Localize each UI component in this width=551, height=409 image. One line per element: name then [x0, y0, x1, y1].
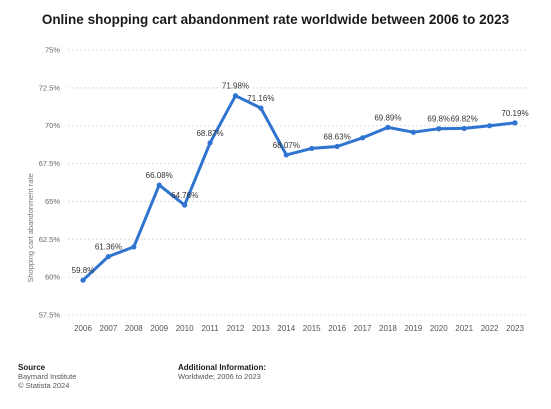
- data-point[interactable]: [436, 126, 442, 132]
- data-label: 64.76%: [171, 191, 198, 200]
- x-tick-label: 2007: [100, 324, 118, 333]
- data-labels: 59.8% 61.36% 66.08% 64.76% 68.87% 71.98% 71.16…: [72, 82, 529, 275]
- data-label: 69.82%: [451, 114, 478, 123]
- additional-info-block: Additional Information: Worldwide; 2006 …: [178, 363, 266, 381]
- y-tick-label: 67.5%: [39, 159, 61, 168]
- data-point[interactable]: [385, 124, 391, 130]
- x-tick-label: 2021: [455, 324, 473, 333]
- data-label: 59.8%: [72, 266, 95, 275]
- data-point[interactable]: [359, 135, 366, 141]
- data-point[interactable]: [309, 145, 315, 152]
- data-point[interactable]: [105, 253, 112, 260]
- x-tick-label: 2006: [74, 324, 92, 333]
- x-tick-label: 2011: [201, 324, 219, 333]
- data-label: 68.07%: [273, 141, 300, 150]
- additional-info-line-1: Worldwide; 2006 to 2023: [178, 372, 261, 381]
- y-tick-label: 62.5%: [39, 235, 61, 244]
- data-points: [80, 93, 518, 283]
- additional-info-heading: Additional Information:: [178, 363, 266, 372]
- data-point[interactable]: [410, 129, 416, 135]
- source-block: Source Baymard Institute © Statista 2024: [18, 363, 76, 390]
- data-label: 69.8%: [427, 115, 450, 124]
- data-point[interactable]: [232, 93, 239, 99]
- x-tick-label: 2023: [506, 324, 524, 333]
- y-tick-label: 70%: [45, 121, 60, 130]
- data-point[interactable]: [461, 125, 467, 132]
- data-point[interactable]: [258, 105, 264, 111]
- y-tick-label: 60%: [45, 273, 60, 282]
- data-label: 69.89%: [374, 113, 401, 122]
- data-label: 71.16%: [247, 94, 274, 103]
- x-tick-label: 2009: [150, 324, 168, 333]
- source-line-2: © Statista 2024: [18, 381, 70, 390]
- grid-lines: [68, 49, 528, 316]
- data-point[interactable]: [156, 182, 162, 188]
- series-line: [81, 94, 517, 282]
- x-axis-ticks: 2006 2007 2008 2009 2010 2011 2012 2013 2014 2015…: [74, 324, 524, 333]
- data-label: 61.36%: [95, 243, 122, 252]
- data-label: 71.98%: [222, 82, 249, 91]
- y-axis-ticks: 57.5% 60% 62.5% 65% 67.5% 70% 72.5% 75%: [39, 46, 61, 320]
- x-tick-label: 2019: [404, 324, 422, 333]
- x-tick-label: 2020: [430, 324, 448, 333]
- x-tick-label: 2016: [328, 324, 346, 333]
- source-line-1: Baymard Institute: [18, 372, 77, 381]
- source-heading: Source: [18, 363, 46, 372]
- data-point[interactable]: [486, 123, 493, 129]
- x-tick-label: 2018: [379, 324, 397, 333]
- y-tick-label: 65%: [45, 197, 60, 206]
- y-tick-label: 72.5%: [39, 83, 61, 92]
- data-point[interactable]: [182, 202, 188, 208]
- x-tick-label: 2010: [176, 324, 194, 333]
- x-tick-label: 2017: [354, 324, 372, 333]
- x-tick-label: 2013: [252, 324, 270, 333]
- x-tick-label: 2014: [277, 324, 295, 333]
- x-tick-label: 2022: [481, 324, 499, 333]
- x-tick-label: 2012: [227, 324, 245, 333]
- data-label: 68.63%: [324, 132, 351, 141]
- chart-title: Online shopping cart abandonment rate wo…: [41, 12, 510, 27]
- data-label: 68.87%: [196, 129, 223, 138]
- y-axis-label: Shopping cart abandonment rate: [26, 173, 35, 282]
- y-tick-label: 57.5%: [39, 311, 61, 320]
- data-point[interactable]: [283, 152, 289, 158]
- y-tick-label: 75%: [45, 46, 60, 55]
- data-label: 70.19%: [501, 109, 528, 118]
- data-label: 66.08%: [146, 171, 173, 180]
- x-tick-label: 2008: [125, 324, 143, 333]
- data-point[interactable]: [207, 140, 213, 146]
- data-point[interactable]: [80, 277, 86, 283]
- data-point[interactable]: [131, 244, 137, 250]
- data-point[interactable]: [512, 120, 518, 126]
- x-tick-label: 2015: [303, 324, 321, 333]
- data-point[interactable]: [334, 143, 340, 150]
